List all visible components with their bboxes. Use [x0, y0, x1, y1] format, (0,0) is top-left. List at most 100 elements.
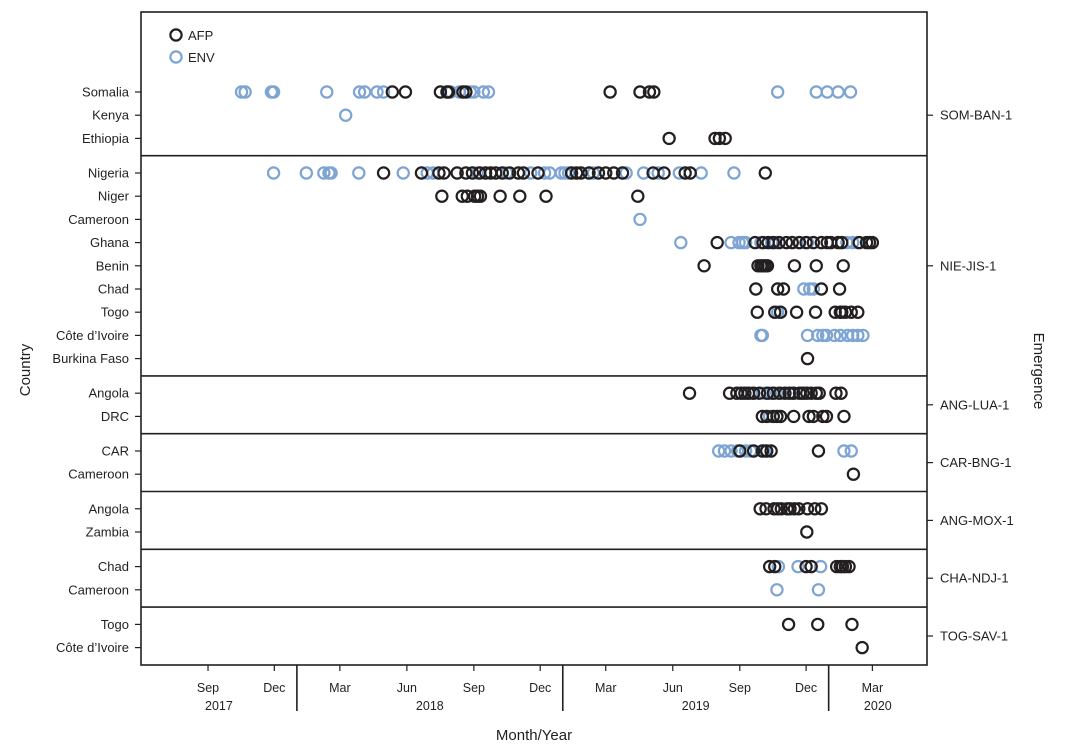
afp-point: [774, 502, 789, 516]
afp-point: [760, 444, 774, 458]
afp-point: [710, 235, 724, 250]
afp-point: [785, 235, 799, 250]
country-label-cameroon: Cameroon: [68, 212, 129, 227]
afp-point: [755, 444, 770, 458]
afp-point: [718, 131, 732, 146]
afp-point: [865, 235, 880, 250]
afp-point: [814, 502, 829, 516]
afp-point: [786, 386, 801, 400]
env-point: [238, 85, 252, 99]
env-point: [651, 166, 665, 180]
afp-point: [633, 85, 647, 99]
afp-point: [851, 305, 865, 319]
afp-point: [787, 502, 802, 516]
env-point: [694, 166, 708, 180]
afp-point: [768, 559, 782, 574]
country-label-benin: Benin: [96, 258, 129, 273]
afp-point: [450, 166, 464, 180]
plot-frame: [140, 11, 928, 666]
afp-point: [459, 166, 473, 180]
legend-afp-label: AFP: [188, 28, 213, 43]
env-point: [352, 166, 366, 180]
afp-point: [599, 166, 613, 180]
country-label-togo: Togo: [101, 617, 129, 632]
country-label-burkina-faso: Burkina Faso: [52, 351, 129, 366]
afp-point: [753, 502, 767, 516]
panel-frames: [140, 11, 928, 666]
afp-point: [752, 386, 767, 400]
afp-point: [398, 85, 413, 99]
emergence-label-tog-sav-1: TOG-SAV-1: [940, 629, 1008, 644]
afp-point: [811, 617, 825, 632]
afp-point: [574, 166, 588, 180]
afp-point: [768, 305, 782, 319]
afp-point: [838, 305, 853, 319]
env-point: [811, 583, 826, 597]
env-point: [811, 328, 825, 343]
env-point: [843, 85, 858, 99]
afp-point: [682, 386, 697, 400]
afp-point: [459, 85, 473, 99]
afp-point: [800, 386, 814, 400]
country-label-cameroon: Cameroon: [68, 467, 129, 482]
afp-point: [800, 502, 815, 516]
data-points: [234, 85, 880, 655]
env-point: [844, 444, 858, 458]
afp-point: [799, 235, 813, 250]
x-tick-label: Jun: [397, 681, 417, 695]
env-point: [370, 85, 384, 99]
env-point: [827, 328, 842, 343]
env-point: [636, 166, 651, 180]
afp-point: [787, 259, 802, 273]
afp-point: [802, 409, 816, 424]
row-labels: Somalia Kenya Ethiopia SOM-BAN-1 Nigeria Nige…: [52, 85, 1013, 656]
afp-point: [762, 559, 777, 574]
afp-point: [792, 235, 807, 250]
afp-point: [778, 386, 792, 400]
afp-point: [615, 166, 630, 180]
afp-point: [513, 189, 527, 203]
env-point: [317, 166, 331, 180]
afp-point: [678, 166, 692, 180]
x-axis: Sep Dec Mar Jun Sep Dec Mar Jun Sep Dec Mar 2017 201…: [197, 665, 892, 713]
country-label-car: CAR: [102, 444, 129, 459]
env-point: [711, 444, 726, 458]
emergence-label-ang-lua-1: ANG-LUA-1: [940, 397, 1009, 412]
afp-point: [811, 444, 826, 458]
afp-point: [760, 259, 775, 273]
afp-point: [789, 305, 804, 319]
afp-point: [591, 166, 606, 180]
x-tick-label: Dec: [263, 681, 285, 695]
afp-point: [773, 386, 787, 400]
country-label-togo: Togo: [101, 305, 129, 320]
env-point: [537, 166, 552, 180]
afp-point: [748, 235, 762, 250]
afp-point: [435, 189, 449, 203]
afp-point: [465, 166, 480, 180]
afp-point: [455, 189, 469, 203]
env-point: [476, 85, 491, 99]
year-label-2019: 2019: [682, 699, 710, 713]
country-label-kenya: Kenya: [92, 108, 130, 123]
emergence-label-ang-mox-1: ANG-MOX-1: [940, 513, 1014, 528]
country-label-cote-d-ivoire: Côte d’Ivoire: [56, 640, 129, 655]
country-label-drc: DRC: [101, 409, 129, 424]
country-label-angola: Angola: [89, 386, 130, 401]
env-point: [299, 166, 314, 180]
y2-axis-title: Emergence: [1030, 333, 1047, 410]
country-label-chad: Chad: [98, 282, 129, 297]
afp-point: [516, 166, 531, 180]
country-label-somalia: Somalia: [82, 85, 130, 100]
env-point: [357, 85, 372, 99]
env-point: [324, 166, 338, 180]
year-label-2020: 2020: [864, 699, 892, 713]
afp-point: [385, 85, 400, 99]
env-point: [833, 328, 848, 343]
afp-point: [531, 166, 545, 180]
env-point: [376, 85, 391, 99]
env-point: [797, 282, 811, 296]
country-label-zambia: Zambia: [86, 525, 130, 540]
env-point: [791, 559, 805, 574]
env-point: [633, 212, 647, 227]
